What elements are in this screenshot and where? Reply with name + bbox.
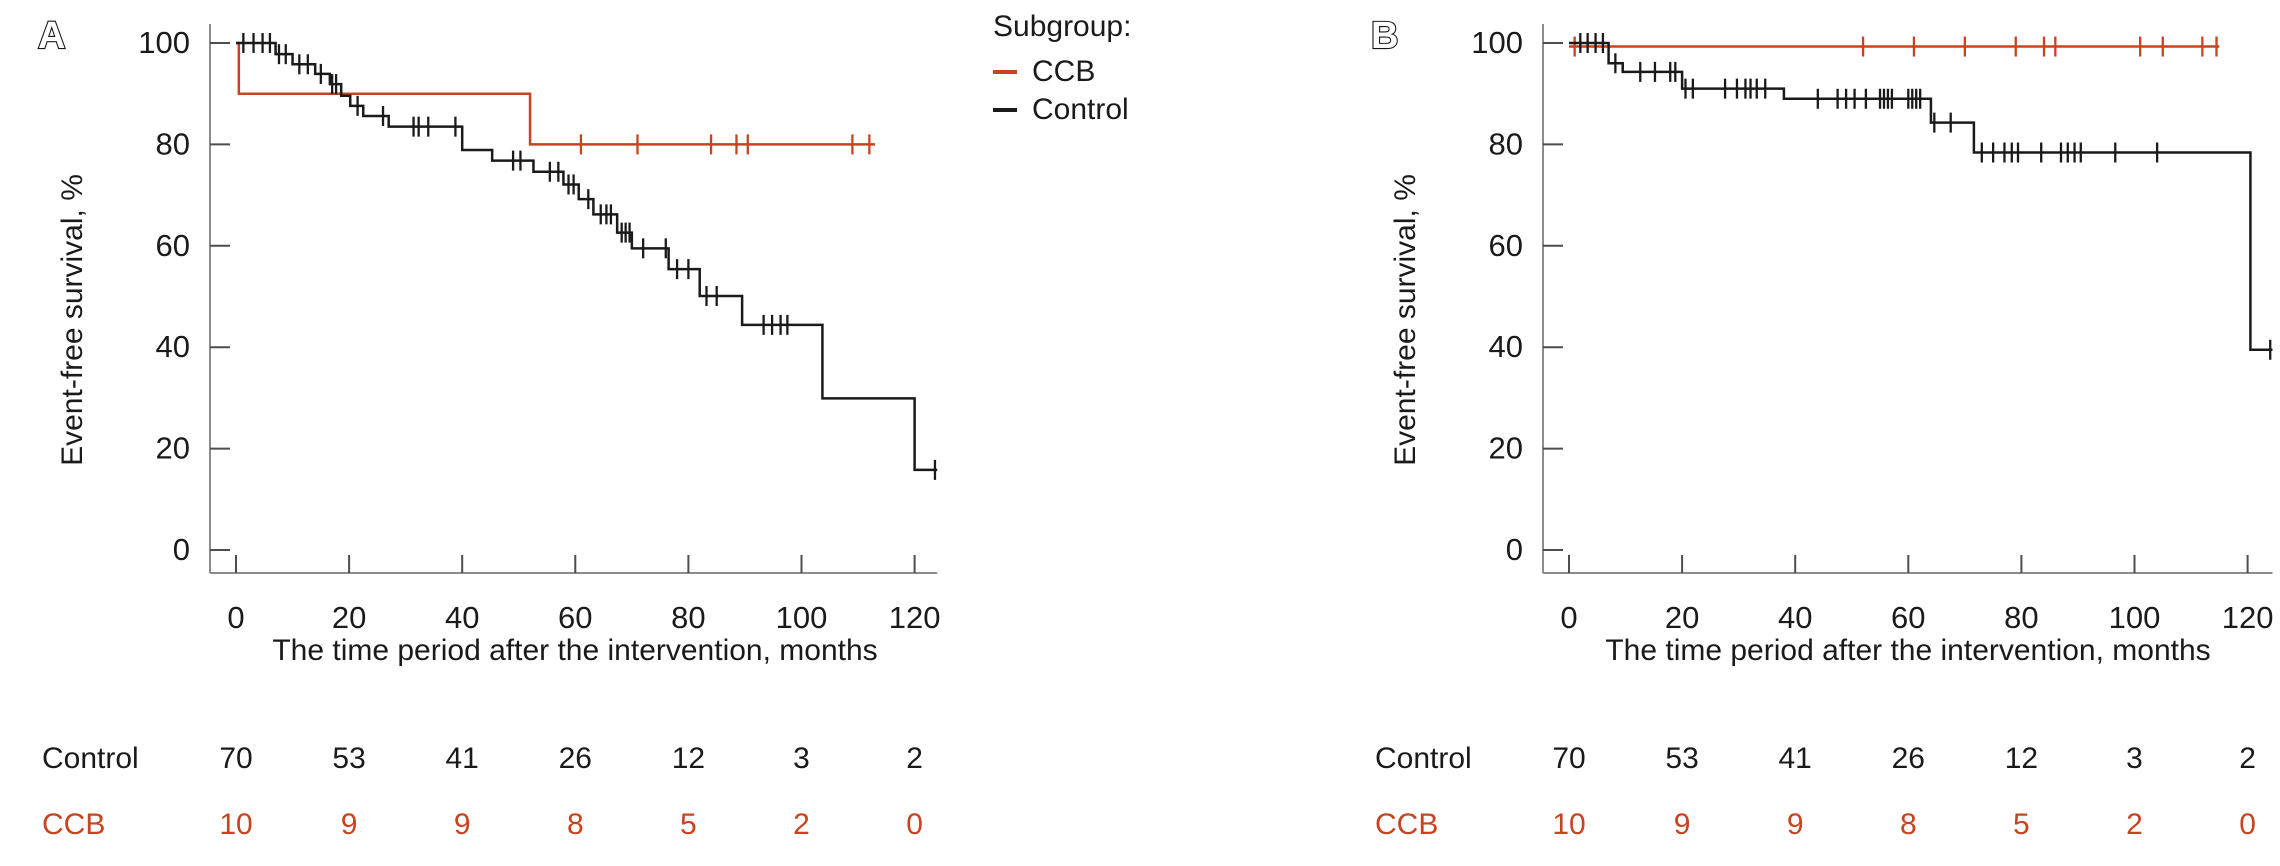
y-tick-label: 60 [156,228,190,263]
y-tick-label: 0 [1506,532,1523,567]
x-tick-label: 100 [776,600,828,635]
y-tick-label: 20 [1489,431,1523,466]
risk-count-cell: 2 [793,808,810,841]
risk-count-cell: 9 [1673,808,1691,841]
risk-count-cell: 3 [793,742,810,775]
risk-count-cell: 9 [340,808,358,841]
risk-count-cell: 41 [445,742,479,775]
y-tick-label: 40 [156,329,190,364]
x-axis-title-b: The time period after the intervention, … [1605,634,2211,667]
risk-count-cell: 2 [906,742,923,775]
risk-count-cell: 10 [1552,808,1586,841]
y-tick-label: 100 [1471,25,1523,60]
y-tick-label: 80 [156,126,190,161]
risk-count-cell: 8 [566,808,584,841]
km-plot-a: 0 20 40 60 80 100 0 20 40 60 80 100 120 [138,24,941,635]
x-tick-label: 100 [2109,600,2161,635]
risk-row-label-control: Control [1375,742,1472,775]
risk-count-cell: 2 [2239,742,2256,775]
risk-count-cell: 0 [2239,808,2256,841]
risk-count-cell: 12 [2004,742,2039,775]
y-tick-label: 0 [173,532,190,567]
risk-count-cell: 8 [1899,808,1917,841]
legend: Subgroup: CCB Control [993,10,1131,129]
panel-label-a: A [37,14,67,58]
risk-count-cell: 26 [558,742,592,775]
risk-count-cell: 70 [1552,742,1586,775]
risk-count-cell: 26 [1891,742,1925,775]
x-tick-label: 0 [1560,600,1577,635]
x-tick-label: 60 [558,600,592,635]
risk-count-cell: 5 [2013,808,2030,841]
x-tick-label: 120 [2222,600,2274,635]
survival-curve-control [236,41,938,472]
x-tick-label: 60 [1891,600,1925,635]
x-tick-label: 40 [445,600,479,635]
legend-title: Subgroup: [993,10,1132,43]
risk-count-cell: 9 [453,808,471,841]
x-tick-label: 80 [2004,600,2038,635]
control-line-swatch [993,108,1017,112]
legend-label-control: Control [1032,93,1129,126]
risk-row-label-control: Control [42,742,139,775]
risk-count-cell: 12 [671,742,706,775]
y-tick-label: 100 [138,25,190,60]
x-tick-label: 0 [227,600,244,635]
ccb-line-swatch [993,70,1017,74]
km-plot-b: 0 20 40 60 80 100 0 20 40 60 80 100 120 [1471,24,2274,635]
panel-letter-a-text: A [38,15,65,57]
risk-count-cell: 53 [332,742,366,775]
risk-count-cell: 0 [906,808,923,841]
panel-label-b: B [1370,14,1400,58]
panel-letter-b-text: B [1371,15,1398,57]
legend-row-ccb: CCB [993,53,1131,91]
x-tick-label: 20 [332,600,366,635]
y-tick-label: 80 [1489,126,1523,161]
x-tick-label: 120 [889,600,941,635]
x-tick-label: 80 [671,600,705,635]
risk-count-cell: 53 [1665,742,1699,775]
legend-row-control: Control [993,91,1131,129]
y-tick-label: 20 [156,431,190,466]
risk-row-label-ccb: CCB [42,808,106,841]
risk-count-cell: 2 [2126,808,2143,841]
x-tick-label: 40 [1778,600,1812,635]
legend-label-ccb: CCB [1032,55,1096,88]
x-tick-label: 20 [1665,600,1699,635]
risk-count-cell: 70 [219,742,253,775]
risk-row-label-ccb: CCB [1375,808,1439,841]
risk-count-cell: 9 [1786,808,1804,841]
risk-count-cell: 41 [1778,742,1812,775]
y-tick-label: 40 [1489,329,1523,364]
y-tick-label: 60 [1489,228,1523,263]
x-axis-title-a: The time period after the intervention, … [272,634,878,667]
risk-count-cell: 10 [219,808,253,841]
risk-count-cell: 5 [680,808,697,841]
risk-count-cell: 3 [2126,742,2143,775]
